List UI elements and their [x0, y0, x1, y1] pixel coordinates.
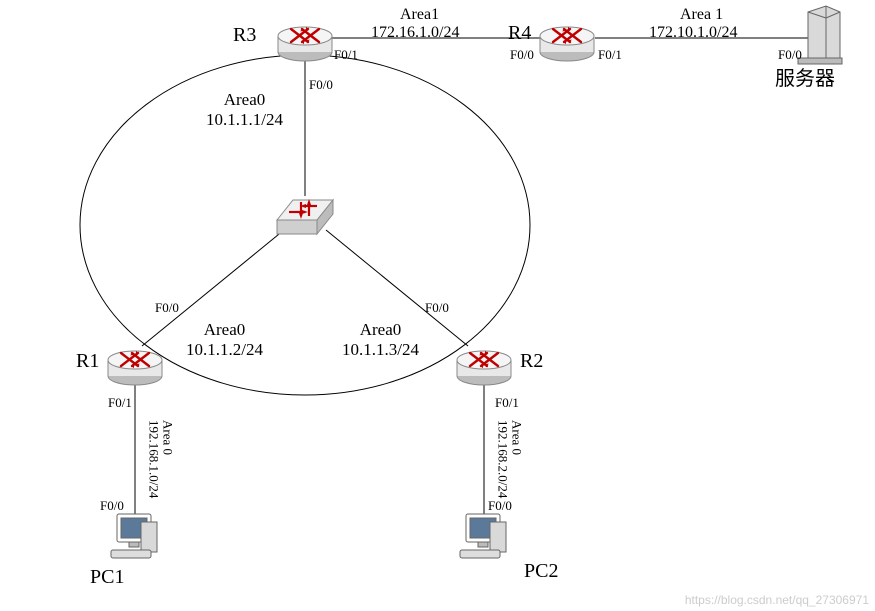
port-3: F0/1 [598, 47, 622, 63]
link-label-1: 172.16.1.0/24 [371, 24, 459, 42]
link-label-2: Area 1 [680, 6, 723, 24]
router-R1 [108, 351, 162, 385]
area-subnet: 10.1.1.1/24 [206, 110, 283, 129]
port-0: F0/1 [334, 47, 358, 63]
vlabel-0: Area 0192.168.1.0/24 [146, 420, 175, 498]
port-10: F0/0 [488, 498, 512, 514]
port-7: F0/1 [108, 395, 132, 411]
port-2: F0/0 [510, 47, 534, 63]
link-label-3: 172.10.1.0/24 [649, 24, 737, 42]
router-R3 [278, 27, 332, 61]
area-label-1: Area010.1.1.2/24 [186, 320, 263, 359]
port-6: F0/0 [425, 300, 449, 316]
pc-PC1 [111, 514, 157, 558]
area-subnet: 10.1.1.2/24 [186, 340, 263, 359]
port-9: F0/1 [495, 395, 519, 411]
label-server: 服务器 [775, 62, 835, 91]
label-R2: R2 [520, 350, 543, 373]
label-PC1: PC1 [90, 566, 124, 589]
area-name: Area0 [204, 320, 246, 339]
link-label-0: Area1 [400, 6, 439, 24]
label-R3: R3 [233, 24, 256, 47]
port-4: F0/0 [778, 47, 802, 63]
server [798, 6, 842, 64]
pc-PC2 [460, 514, 506, 558]
label-R4: R4 [508, 22, 531, 45]
switch [277, 199, 333, 234]
area-label-0: Area010.1.1.1/24 [206, 90, 283, 129]
label-R1: R1 [76, 350, 99, 373]
router-R2 [457, 351, 511, 385]
area-name: Area0 [360, 320, 402, 339]
label-PC2: PC2 [524, 560, 558, 583]
area-name: Area0 [224, 90, 266, 109]
port-1: F0/0 [309, 77, 333, 93]
area-subnet: 10.1.1.3/24 [342, 340, 419, 359]
vlabel-1: Area 0192.168.2.0/24 [495, 420, 524, 498]
area-label-2: Area010.1.1.3/24 [342, 320, 419, 359]
router-R4 [540, 27, 594, 61]
port-5: F0/0 [155, 300, 179, 316]
port-8: F0/0 [100, 498, 124, 514]
watermark: https://blog.csdn.net/qq_27306971 [685, 593, 869, 607]
